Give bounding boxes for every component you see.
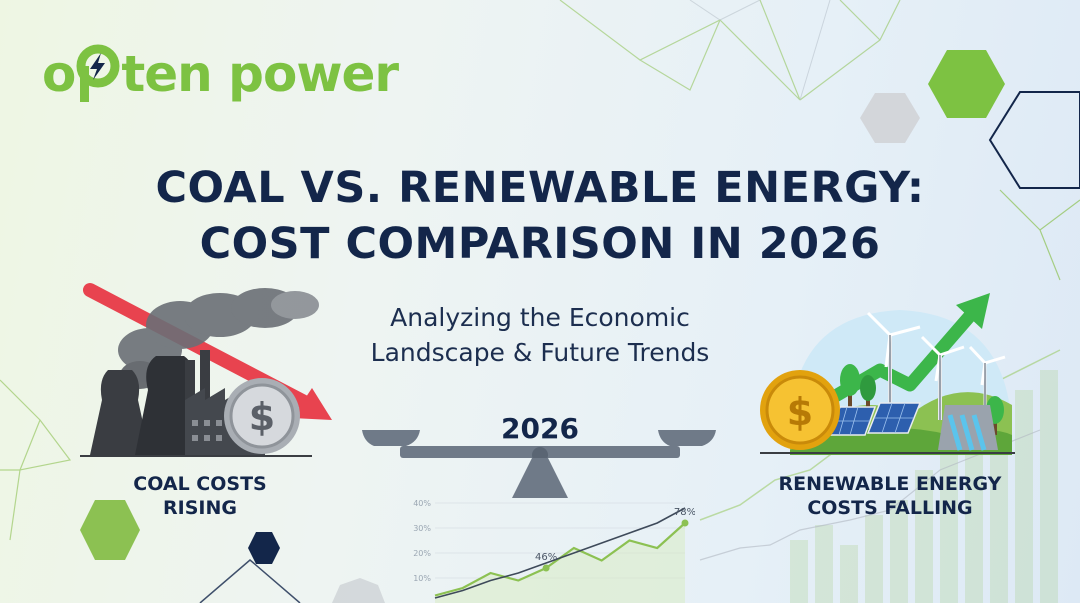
chart-series-line-2 xyxy=(434,507,686,599)
coal-caption-line-1: COAL COSTS xyxy=(133,473,267,495)
page-title: COAL VS. RENEWABLE ENERGY: COST COMPARIS… xyxy=(0,160,1080,272)
logo-text: ten power xyxy=(121,45,399,103)
coal-caption-line-2: RISING xyxy=(163,497,237,519)
year-label: 2026 xyxy=(501,412,579,445)
chart-point xyxy=(542,564,550,572)
hexagon-gray xyxy=(860,93,920,143)
hydro-dam-icon xyxy=(938,405,998,451)
svg-text:$: $ xyxy=(787,390,813,434)
renewable-caption: RENEWABLE ENERGY COSTS FALLING xyxy=(760,472,1020,520)
mini-line-chart: 40% 30% 20% 10% 46% 78% xyxy=(413,499,695,603)
chart-y-tick-label: 10% xyxy=(413,574,431,583)
chart-y-tick-label: 40% xyxy=(413,499,431,508)
subtitle-line-2: Landscape & Future Trends xyxy=(370,338,710,367)
subtitle-line-1: Analyzing the Economic xyxy=(390,303,690,332)
coal-plant-illustration: $ xyxy=(80,283,332,457)
renewable-energy-illustration: $ xyxy=(760,293,1015,455)
brand-logo: o ten power xyxy=(42,44,399,104)
hexagon-green xyxy=(928,50,1005,118)
hexagon-green-bottom xyxy=(80,500,140,560)
hexagon-navy-bottom xyxy=(248,532,280,564)
title-line-2: COST COMPARISON IN 2026 xyxy=(199,219,881,269)
chart-point xyxy=(681,519,689,527)
logo-letter-o: o xyxy=(42,45,76,103)
lightning-bolt-icon xyxy=(75,44,121,104)
tree-icon xyxy=(840,364,1004,435)
chart-y-tick-label: 30% xyxy=(413,524,431,533)
gold-dollar-coin-icon: $ xyxy=(760,370,840,450)
subtitle: Analyzing the Economic Landscape & Futur… xyxy=(340,300,740,370)
chart-point-label: 78% xyxy=(674,507,695,518)
chart-y-tick-label: 20% xyxy=(413,549,431,558)
title-line-1: COAL VS. RENEWABLE ENERGY: xyxy=(155,163,925,213)
balance-scale-icon xyxy=(362,430,716,498)
chart-point-label: 46% xyxy=(535,552,557,563)
silver-dollar-coin-icon: $ xyxy=(224,378,300,454)
renewable-caption-line-2: COSTS FALLING xyxy=(807,497,973,519)
coal-caption: COAL COSTS RISING xyxy=(110,472,290,520)
renewable-caption-line-1: RENEWABLE ENERGY xyxy=(778,473,1002,495)
svg-text:$: $ xyxy=(249,395,275,439)
solar-panel-icon xyxy=(828,402,922,436)
